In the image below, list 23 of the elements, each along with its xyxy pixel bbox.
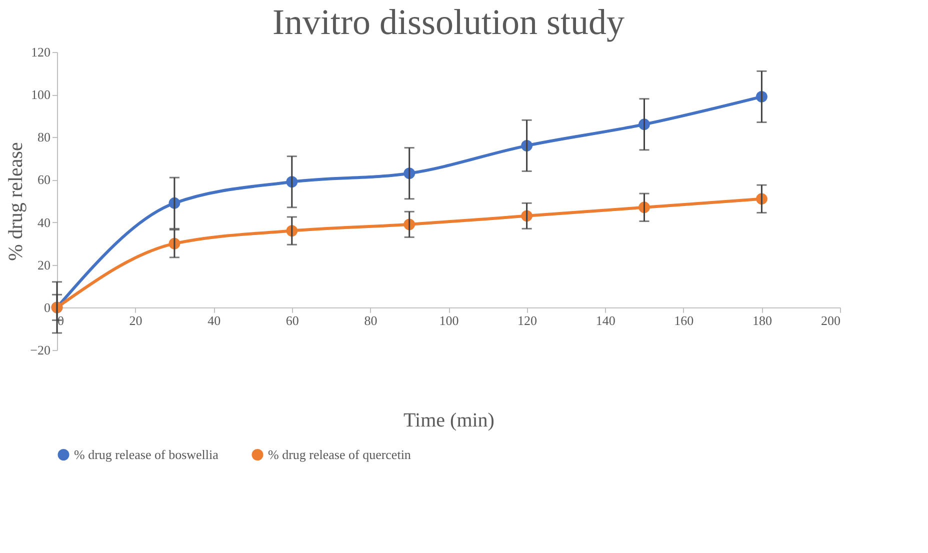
y-tick-label: 60 <box>38 172 50 188</box>
x-axis-title: Time (min) <box>404 410 494 432</box>
y-tick-label: 20 <box>38 257 50 272</box>
legend-label: % drug release of boswellia <box>74 446 219 462</box>
y-tick-label: 80 <box>38 130 50 145</box>
x-tick-label: 200 <box>821 312 840 328</box>
x-tick-label: 40 <box>208 312 221 328</box>
y-tick-label: 0 <box>44 300 50 315</box>
x-tick-label: 120 <box>518 312 538 328</box>
x-tick-label: 80 <box>364 312 378 328</box>
x-tick-label: 60 <box>286 312 299 328</box>
chart-title: Invitro dissolution study <box>272 2 625 42</box>
y-tick-label: 120 <box>31 44 50 60</box>
legend-label: % drug release of quercetin <box>268 446 412 462</box>
x-tick-label: 180 <box>752 312 772 328</box>
y-tick-label: 40 <box>38 214 50 230</box>
x-tick-label: 100 <box>439 312 459 328</box>
y-tick-label: 100 <box>31 87 50 102</box>
x-tick-label: 160 <box>674 312 694 328</box>
x-tick-label: 20 <box>129 312 142 328</box>
x-tick-label: 140 <box>596 312 616 328</box>
y-axis-title: % drug release <box>5 142 28 261</box>
y-tick-label: −20 <box>30 342 50 358</box>
